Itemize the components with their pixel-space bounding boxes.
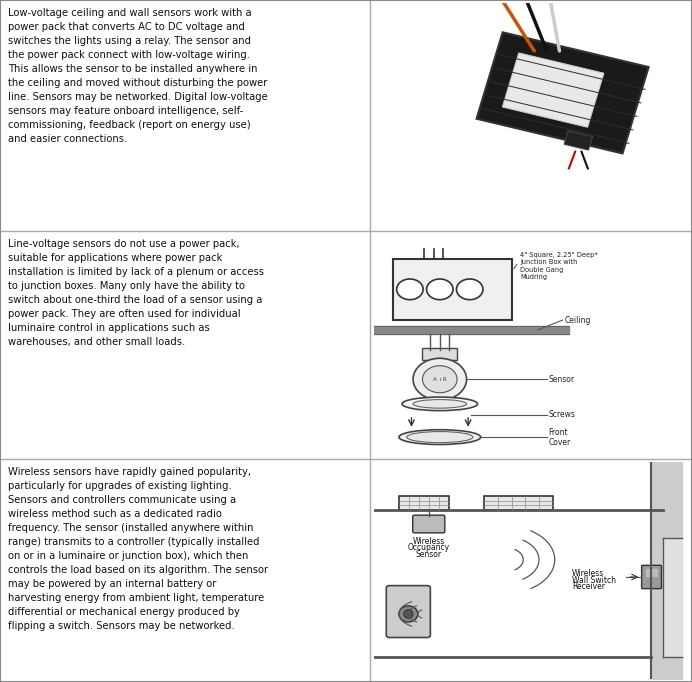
Circle shape xyxy=(426,279,453,299)
Circle shape xyxy=(423,366,457,393)
Text: Wall Switch: Wall Switch xyxy=(572,576,616,584)
Text: A: A xyxy=(433,376,437,382)
Text: Low-voltage ceiling and wall sensors work with a
power pack that converts AC to : Low-voltage ceiling and wall sensors wor… xyxy=(8,8,268,144)
Bar xyxy=(392,258,512,320)
Bar xyxy=(423,349,457,359)
Polygon shape xyxy=(564,131,592,150)
Text: Mudring: Mudring xyxy=(520,274,547,280)
Text: Sensor: Sensor xyxy=(549,374,574,384)
Ellipse shape xyxy=(399,430,481,445)
Polygon shape xyxy=(477,32,648,153)
Text: Cover: Cover xyxy=(549,438,571,447)
Text: Wireless: Wireless xyxy=(572,569,604,578)
Ellipse shape xyxy=(402,397,477,411)
Text: Junction Box with: Junction Box with xyxy=(520,259,577,265)
Ellipse shape xyxy=(407,432,473,443)
Ellipse shape xyxy=(413,400,466,408)
FancyBboxPatch shape xyxy=(412,515,445,533)
Text: Wireless sensors have rapidly gained popularity,
particularly for upgrades of ex: Wireless sensors have rapidly gained pop… xyxy=(8,467,268,631)
Circle shape xyxy=(413,358,466,400)
Polygon shape xyxy=(502,53,604,128)
Bar xyxy=(484,496,553,510)
Text: Front: Front xyxy=(549,428,568,436)
Circle shape xyxy=(457,279,483,299)
Ellipse shape xyxy=(403,610,413,619)
Bar xyxy=(399,496,449,510)
Text: Ceiling: Ceiling xyxy=(564,316,590,325)
Text: 4" Square, 2.25" Deep*: 4" Square, 2.25" Deep* xyxy=(520,252,598,258)
Text: Receiver: Receiver xyxy=(572,582,605,591)
Text: Wireless: Wireless xyxy=(412,537,445,546)
Text: Sensor: Sensor xyxy=(416,550,442,559)
FancyBboxPatch shape xyxy=(386,586,430,638)
Text: Occupancy: Occupancy xyxy=(408,544,450,552)
FancyBboxPatch shape xyxy=(641,565,662,589)
Text: R: R xyxy=(443,376,446,382)
Ellipse shape xyxy=(399,606,418,622)
Circle shape xyxy=(397,279,423,299)
Text: Double Gang: Double Gang xyxy=(520,267,563,273)
Text: Screws: Screws xyxy=(549,411,575,419)
Text: Line-voltage sensors do not use a power pack,
suitable for applications where po: Line-voltage sensors do not use a power … xyxy=(8,239,264,346)
